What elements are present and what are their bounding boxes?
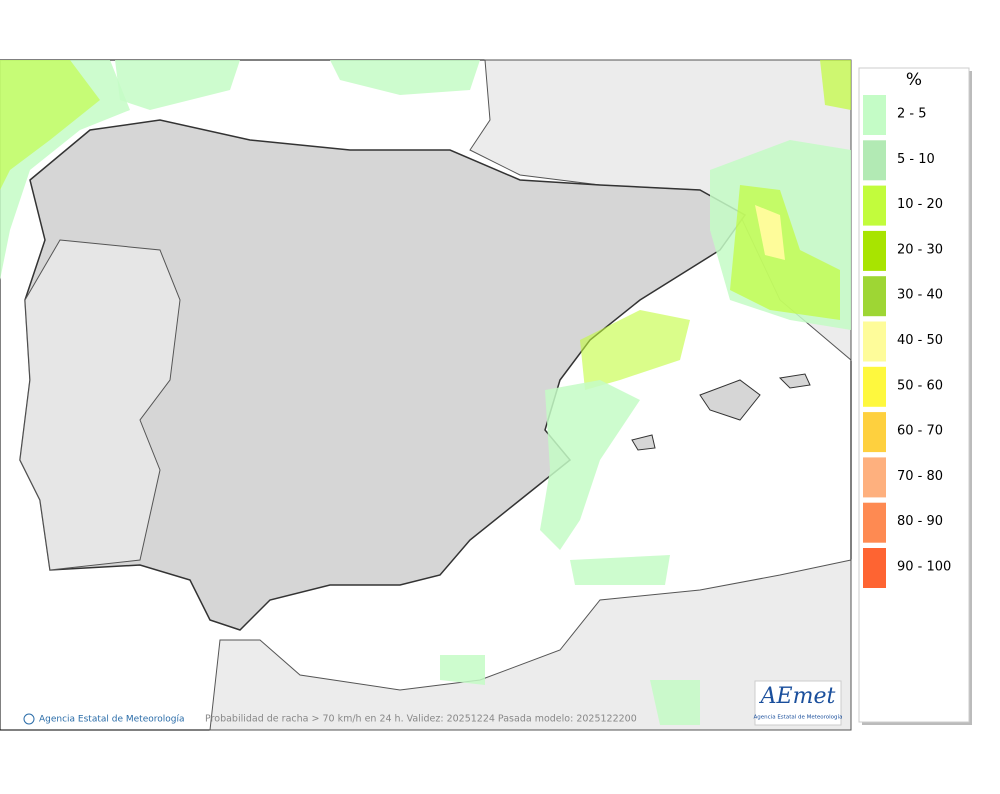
map: Agencia Estatal de Meteorología Probabil… bbox=[0, 59, 852, 731]
legend-label: 10 - 20 bbox=[897, 197, 943, 212]
legend-swatch bbox=[863, 412, 886, 453]
gust-area bbox=[115, 60, 240, 110]
ibiza bbox=[631, 434, 656, 451]
legend-swatch bbox=[863, 366, 886, 407]
legend-swatch bbox=[863, 457, 886, 498]
gust-area bbox=[330, 60, 480, 95]
legend-label: 60 - 70 bbox=[897, 424, 943, 439]
gust-area bbox=[820, 60, 851, 110]
menorca bbox=[778, 373, 811, 389]
legend-swatch bbox=[863, 95, 886, 135]
gust-area bbox=[755, 205, 785, 260]
gust-area bbox=[580, 310, 690, 390]
legend-swatch bbox=[863, 185, 886, 226]
gust-area bbox=[440, 655, 485, 685]
legend-swatch bbox=[863, 140, 886, 181]
legend: % 2 - 5 5 - 10 10 - 20 20 - 30 30 - 40 40 - 5… bbox=[858, 67, 972, 725]
credit: Agencia Estatal de Meteorología bbox=[39, 715, 185, 725]
legend-label: 90 - 100 bbox=[897, 560, 951, 575]
legend-label: 2 - 5 bbox=[897, 107, 927, 122]
copyright-icon bbox=[23, 713, 35, 725]
legend-label: 40 - 50 bbox=[897, 333, 943, 348]
gust-area bbox=[0, 60, 100, 190]
legend-label: 5 - 10 bbox=[897, 152, 935, 167]
mallorca bbox=[699, 379, 761, 421]
legend-swatch bbox=[863, 276, 886, 317]
gust-area bbox=[540, 380, 640, 550]
logo-subtitle: Agencia Estatal de Meteorología bbox=[754, 714, 843, 721]
caption: Probabilidad de racha > 70 km/h en 24 h.… bbox=[205, 714, 637, 725]
legend-label: 30 - 40 bbox=[897, 288, 943, 303]
legend-title: % bbox=[906, 70, 922, 90]
legend-label: 70 - 80 bbox=[897, 469, 943, 484]
logo: AEmet bbox=[759, 684, 836, 709]
gust-area bbox=[650, 680, 700, 725]
legend-swatch bbox=[863, 230, 886, 271]
legend-swatch bbox=[863, 502, 886, 543]
legend-swatch bbox=[863, 321, 886, 362]
portugal bbox=[19, 239, 181, 571]
gust-area bbox=[730, 185, 840, 320]
logo-box bbox=[754, 680, 842, 726]
legend-label: 80 - 90 bbox=[897, 514, 943, 529]
gust-area bbox=[570, 555, 670, 585]
legend-label: 50 - 60 bbox=[897, 378, 943, 393]
legend-label: 20 - 30 bbox=[897, 242, 943, 257]
legend-swatch bbox=[863, 548, 886, 588]
